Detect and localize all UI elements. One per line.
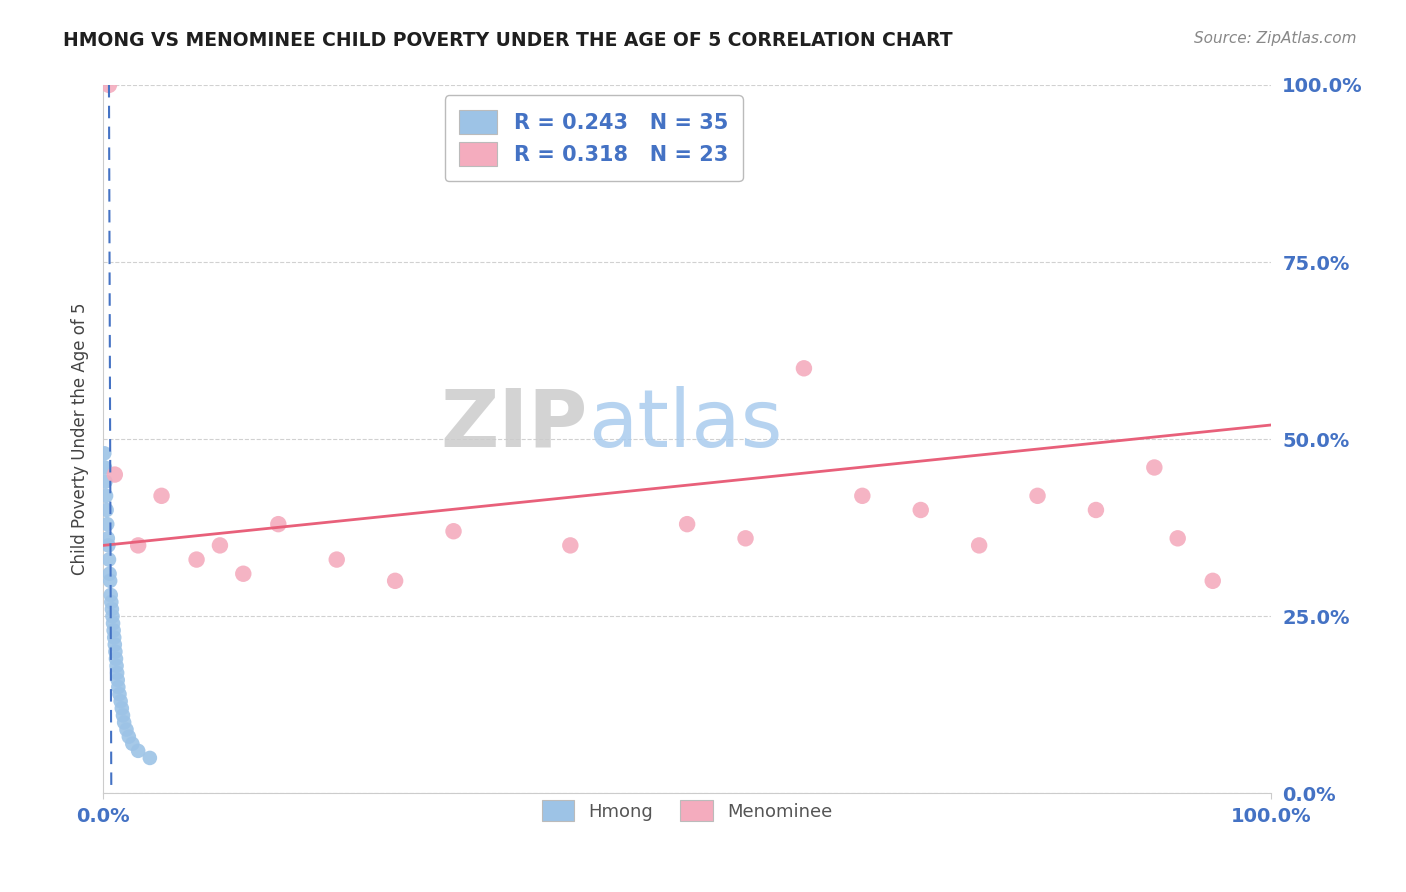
Point xyxy=(107,680,129,694)
Point xyxy=(94,489,117,503)
Point xyxy=(115,723,138,737)
Point xyxy=(105,658,128,673)
Point xyxy=(111,701,134,715)
Point xyxy=(110,694,132,708)
Point xyxy=(100,595,122,609)
Point xyxy=(93,446,115,460)
Point xyxy=(967,538,990,552)
Point xyxy=(560,538,582,552)
Point xyxy=(384,574,406,588)
Text: HMONG VS MENOMINEE CHILD POVERTY UNDER THE AGE OF 5 CORRELATION CHART: HMONG VS MENOMINEE CHILD POVERTY UNDER T… xyxy=(63,31,953,50)
Point xyxy=(103,624,125,638)
Point xyxy=(98,566,121,581)
Point xyxy=(186,552,208,566)
Point xyxy=(103,631,125,645)
Point xyxy=(443,524,465,539)
Point xyxy=(104,652,127,666)
Point xyxy=(1143,460,1166,475)
Point xyxy=(98,552,121,566)
Point xyxy=(267,517,290,532)
Point xyxy=(150,489,173,503)
Point xyxy=(232,566,254,581)
Point xyxy=(121,737,143,751)
Point xyxy=(104,467,127,482)
Point xyxy=(100,588,122,602)
Point xyxy=(96,503,118,517)
Point xyxy=(105,665,128,680)
Point xyxy=(97,531,120,545)
Point xyxy=(98,574,121,588)
Point xyxy=(118,730,141,744)
Point xyxy=(104,638,127,652)
Text: ZIP: ZIP xyxy=(440,386,588,464)
Point xyxy=(94,475,117,489)
Point xyxy=(910,503,932,517)
Point xyxy=(1026,489,1049,503)
Point xyxy=(208,538,231,552)
Point xyxy=(676,517,699,532)
Point xyxy=(1202,574,1225,588)
Point xyxy=(139,751,162,765)
Y-axis label: Child Poverty Under the Age of 5: Child Poverty Under the Age of 5 xyxy=(72,303,89,575)
Point xyxy=(101,602,124,616)
Point xyxy=(98,78,121,92)
Point xyxy=(1167,531,1189,545)
Point xyxy=(101,609,124,624)
Point xyxy=(325,552,347,566)
Point xyxy=(108,687,131,701)
Point xyxy=(97,538,120,552)
Point xyxy=(793,361,815,376)
Text: Source: ZipAtlas.com: Source: ZipAtlas.com xyxy=(1194,31,1357,46)
Point xyxy=(127,538,149,552)
Point xyxy=(112,715,135,730)
Point xyxy=(107,673,129,687)
Point xyxy=(1084,503,1107,517)
Point xyxy=(101,616,124,631)
Text: atlas: atlas xyxy=(588,386,782,464)
Point xyxy=(734,531,756,545)
Point xyxy=(111,708,134,723)
Point xyxy=(104,645,127,659)
Point xyxy=(96,517,118,532)
Legend: Hmong, Menominee: Hmong, Menominee xyxy=(529,788,845,834)
Point xyxy=(94,460,117,475)
Point xyxy=(851,489,873,503)
Point xyxy=(127,744,149,758)
